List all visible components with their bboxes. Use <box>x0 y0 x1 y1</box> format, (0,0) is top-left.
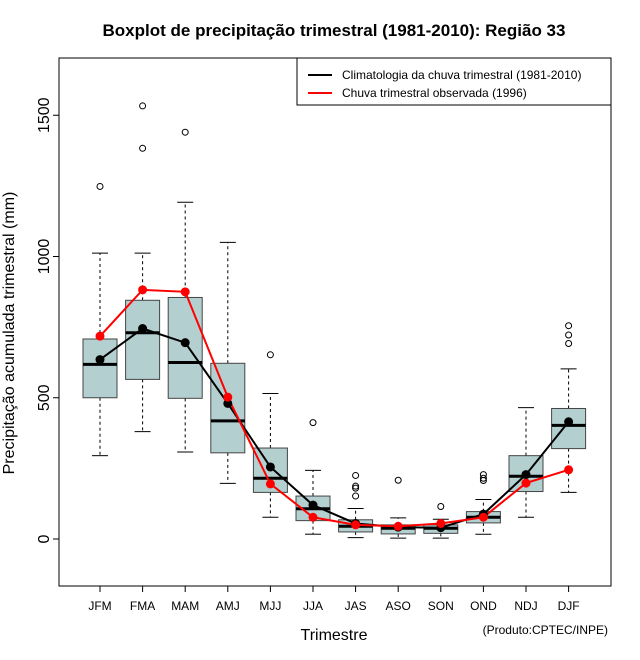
outlier-point <box>352 484 360 492</box>
outlier-point <box>479 471 487 479</box>
series-point-observed <box>95 331 105 341</box>
outlier-point <box>394 476 402 484</box>
series-line-climatology <box>99 327 570 529</box>
outlier-point <box>352 492 360 500</box>
x-tick-label: AMJ <box>216 599 240 613</box>
series-point-observed <box>393 521 403 531</box>
series-point-observed <box>308 512 318 522</box>
product-credit: (Produto:CPTEC/INPE) <box>483 623 608 637</box>
y-axis-label: Precipitação acumulada trimestral (mm) <box>1 192 18 475</box>
series-point-observed <box>223 392 233 402</box>
legend-box <box>296 57 612 106</box>
outlier-point <box>181 128 189 136</box>
y-tick-label: 500 <box>36 384 53 411</box>
outlier-point <box>352 482 360 490</box>
chart-title: Boxplot de precipitação trimestral (1981… <box>103 21 566 40</box>
iqr-box <box>82 338 118 399</box>
series-point-climatology <box>521 470 531 480</box>
box-JFM <box>82 182 118 457</box>
iqr-box <box>210 362 246 454</box>
series-point-climatology <box>308 500 318 510</box>
box-NDJ <box>508 407 544 518</box>
outlier-point <box>565 340 573 348</box>
y-tick-label: 1000 <box>36 239 53 275</box>
series-point-climatology <box>180 338 190 348</box>
iqr-box <box>551 407 587 450</box>
x-tick-label: SON <box>428 599 454 613</box>
y-tick-label: 1500 <box>36 97 53 133</box>
box-AMJ <box>210 241 246 484</box>
outlier-point <box>139 144 147 152</box>
series-point-observed <box>180 287 190 297</box>
x-tick-label: JFM <box>88 599 111 613</box>
series-point-climatology <box>95 355 105 365</box>
x-tick-label: JJA <box>303 599 323 613</box>
series-point-climatology <box>265 462 275 472</box>
x-tick-label: FMA <box>130 599 155 613</box>
x-axis-label: Trimestre <box>301 627 368 644</box>
plot-area: 0 500 1000 1500 JFM FMA MAM AMJ MJJ JJA JAS ASO SON O… <box>36 57 612 613</box>
x-tick-label: NDJ <box>514 599 537 613</box>
box-FMA <box>125 102 161 433</box>
legend-label: Chuva trimestral observada (1996) <box>342 86 527 100</box>
outlier-point <box>565 331 573 339</box>
series-point-observed <box>138 285 148 295</box>
x-tick-label: JAS <box>345 599 367 613</box>
legend: Climatologia da chuva trimestral (1981-2… <box>296 57 612 106</box>
outlier-point <box>309 419 317 427</box>
series-point-observed <box>564 465 574 475</box>
x-tick-label: OND <box>470 599 497 613</box>
iqr-box <box>167 296 203 399</box>
x-tick-label: DJF <box>558 599 580 613</box>
series-point-observed <box>436 518 446 528</box>
outlier-point <box>565 322 573 330</box>
series-point-observed <box>478 512 488 522</box>
series-point-observed <box>265 479 275 489</box>
series-point-climatology <box>138 324 148 334</box>
series-point-observed <box>351 520 361 530</box>
outlier-point <box>96 182 104 190</box>
outlier-point <box>352 471 360 479</box>
y-tick-label: 0 <box>36 534 53 543</box>
x-tick-label: MAM <box>171 599 199 613</box>
iqr-box <box>125 299 161 380</box>
outlier-point <box>479 474 487 482</box>
outlier-point <box>437 503 445 511</box>
box-MAM <box>167 128 203 453</box>
x-tick-label: ASO <box>386 599 411 613</box>
outlier-point <box>139 102 147 110</box>
outlier-point <box>266 351 274 359</box>
series-line-observed <box>99 288 569 528</box>
legend-label: Climatologia da chuva trimestral (1981-2… <box>342 68 581 82</box>
series-point-climatology <box>564 417 574 427</box>
series-point-observed <box>521 478 531 488</box>
x-tick-label: MJJ <box>259 599 281 613</box>
